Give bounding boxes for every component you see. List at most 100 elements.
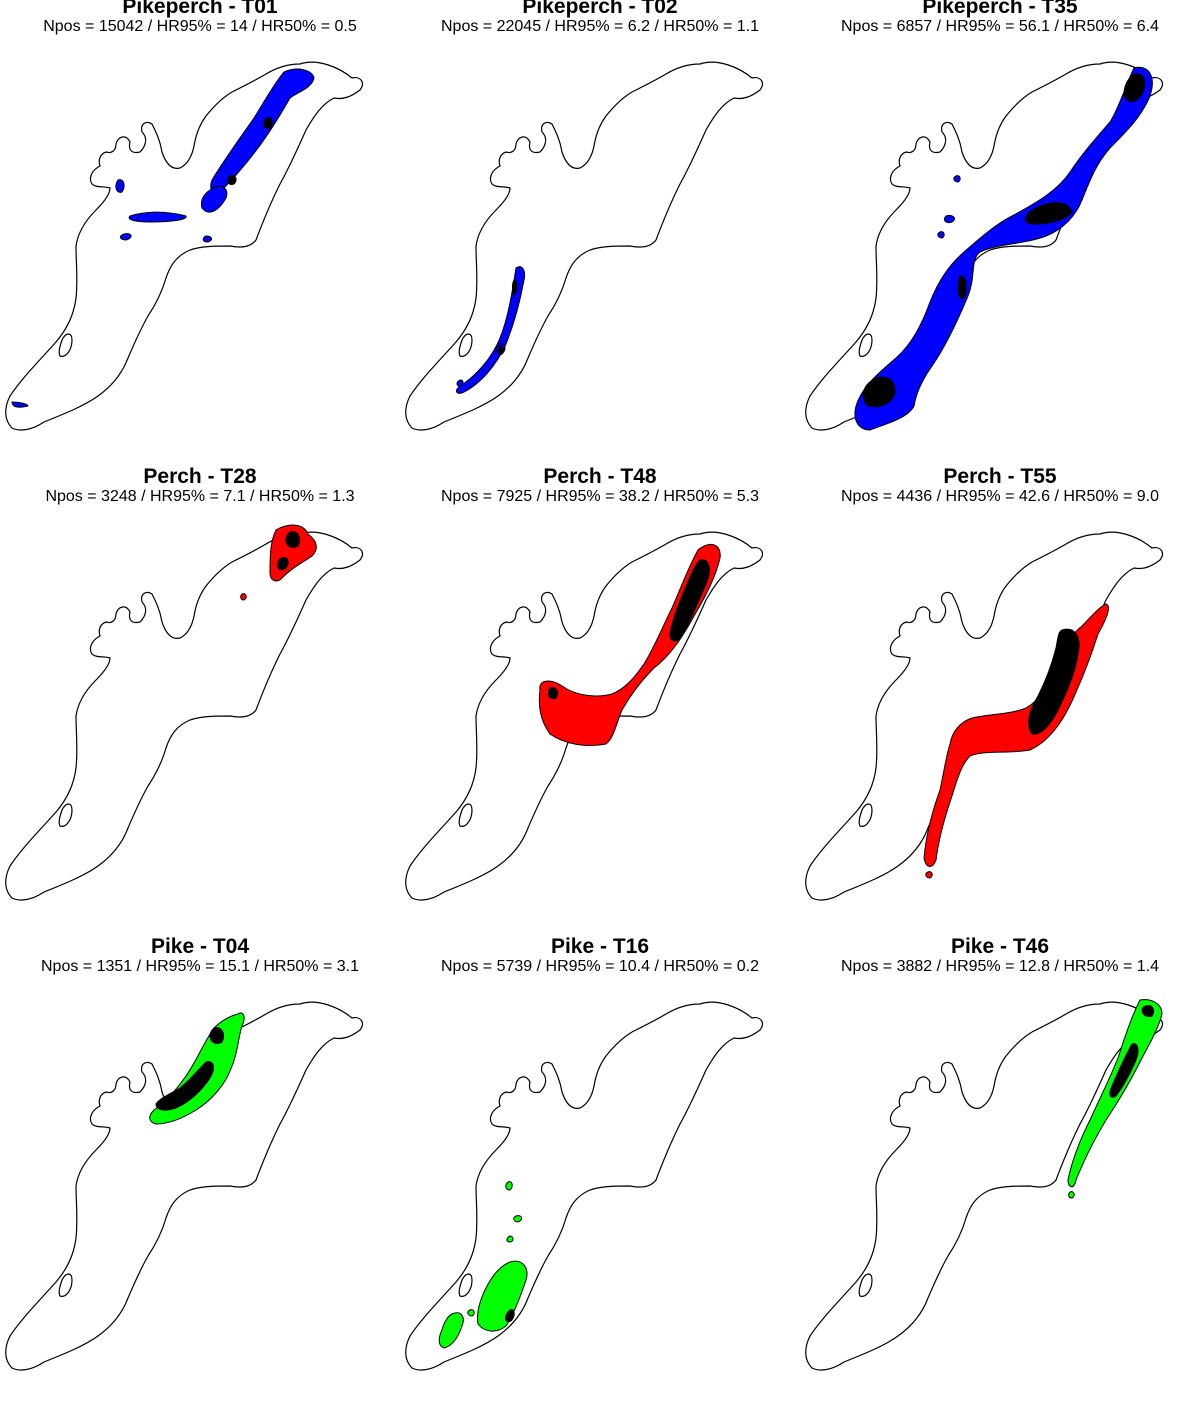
shoreline-outline: [5, 61, 364, 431]
home-range-50: [862, 73, 1146, 408]
home-range-50-polygon: [547, 687, 559, 699]
lake-shoreline: [405, 1001, 764, 1371]
small-patches: [240, 593, 247, 601]
home-range-50: [277, 531, 301, 571]
panel-stats: Npos = 22045 / HR95% = 6.2 / HR50% = 1.1: [400, 18, 800, 36]
panel-title: Pike - T16: [550, 935, 650, 958]
home-range-95-polygon: [1068, 1191, 1075, 1199]
shoreline-outline: [5, 1001, 364, 1371]
home-range-95-polygon: [119, 233, 132, 241]
lake-shoreline: [405, 531, 764, 901]
home-range-95-polygon: [438, 1312, 464, 1349]
hr95-value: 15.1: [218, 958, 251, 975]
home-range-50-polygon: [1123, 73, 1146, 102]
home-range-95-polygon: [11, 401, 29, 408]
panel-pikeperch-t01: Pikeperch - T01 Npos = 15042 / HR95% = 1…: [0, 0, 400, 470]
panel-pikeperch-t35: Pikeperch - T35 Npos = 6857 / HR95% = 56…: [800, 0, 1200, 470]
home-range-50-polygon: [155, 1061, 214, 1111]
hr50-prefix: / HR50% =: [245, 488, 333, 505]
lake-shoreline: [805, 61, 1164, 431]
npos-value: 15042: [98, 18, 144, 35]
home-range-50-polygon: [1109, 1043, 1139, 1098]
panel-stats: Npos = 7925 / HR95% = 38.2 / HR50% = 5.3: [400, 488, 800, 506]
hr95-value: 14: [230, 18, 248, 35]
hr95-prefix: / HR95% =: [541, 18, 628, 35]
hr50-prefix: / HR50% =: [650, 958, 737, 975]
home-range-95-polygon: [538, 543, 721, 747]
home-range-95-polygon: [240, 593, 247, 601]
npos-value: 4436: [896, 488, 933, 505]
hr95-value: 6.2: [627, 18, 651, 35]
panel-stats: Npos = 15042 / HR95% = 14 / HR50% = 0.5: [0, 18, 400, 36]
npos-prefix: Npos =: [43, 18, 99, 35]
home-range-95-polygon: [943, 215, 955, 223]
lake-map: [5, 524, 364, 901]
shoreline-outline: [805, 61, 1164, 431]
home-range-50-polygon: [263, 117, 273, 129]
hr50-value: 1.4: [1136, 958, 1159, 975]
home-range-50-polygon: [209, 1027, 225, 1045]
home-range-95-polygon: [456, 379, 464, 387]
home-range-95: [854, 66, 1153, 431]
hr50-value: 6.4: [1136, 18, 1159, 35]
home-range-50-polygon: [498, 345, 504, 355]
panel-pike-t46: Pike - T46 Npos = 3882 / HR95% = 12.8 / …: [800, 936, 1200, 1410]
panel-stats: Npos = 6857 / HR95% = 56.1 / HR50% = 6.4: [800, 18, 1200, 36]
home-range-50-polygon: [227, 175, 237, 185]
home-range-95-polygon: [953, 175, 961, 183]
npos-prefix: Npos =: [41, 958, 97, 975]
home-range-50-polygon: [505, 1309, 515, 1323]
small-patches: [11, 179, 213, 408]
hr95-value: 42.6: [1018, 488, 1051, 505]
shoreline-outline: [405, 1001, 764, 1371]
home-range-95-polygon: [477, 1260, 528, 1332]
hr95-value: 7.1: [223, 488, 246, 505]
panel-title: Pikeperch - T02: [522, 0, 678, 18]
hr50-value: 9.0: [1136, 488, 1159, 505]
panel-stats: Npos = 1351 / HR95% = 15.1 / HR50% = 3.1: [0, 958, 400, 976]
home-range-50: [1109, 1005, 1155, 1098]
npos-value: 7925: [496, 488, 533, 505]
home-range-95: [438, 1260, 528, 1349]
panel-title: Perch - T28: [143, 465, 257, 488]
small-patches: [467, 1181, 523, 1317]
home-range-95-polygon: [506, 1235, 514, 1243]
home-range-95-polygon: [505, 1181, 513, 1191]
hr50-prefix: / HR50% =: [247, 18, 335, 35]
lake-map: [405, 531, 764, 901]
island-outline: [858, 1273, 873, 1297]
lake-map: [405, 1001, 764, 1371]
hr95-prefix: / HR95% =: [932, 18, 1019, 35]
island-outline: [58, 333, 73, 357]
npos-prefix: Npos =: [441, 958, 497, 975]
hr95-value: 12.8: [1018, 958, 1051, 975]
hr50-value: 1.3: [332, 488, 355, 505]
panel-stats: Npos = 3248 / HR95% = 7.1 / HR50% = 1.3: [0, 488, 400, 506]
home-range-95-polygon: [128, 211, 187, 223]
panel-perch-t28: Perch - T28 Npos = 3248 / HR95% = 7.1 / …: [0, 466, 400, 940]
hr95-prefix: / HR95% =: [136, 488, 224, 505]
shoreline-outline: [405, 531, 764, 901]
home-range-50-polygon: [285, 531, 301, 549]
lake-map: [5, 1001, 364, 1371]
hr95-prefix: / HR95% =: [932, 958, 1019, 975]
hr95-value: 38.2: [618, 488, 651, 505]
lake-shoreline: [5, 531, 364, 901]
home-range-50-polygon: [277, 557, 289, 571]
hr50-prefix: / HR50% =: [650, 18, 737, 35]
lake-shoreline: [405, 61, 764, 431]
home-range-95: [923, 603, 1109, 867]
hr50-prefix: / HR50% =: [650, 488, 737, 505]
panel-pike-t04: Pike - T04 Npos = 1351 / HR95% = 15.1 / …: [0, 936, 400, 1410]
island-outline: [458, 1273, 473, 1297]
hr95-value: 56.1: [1018, 18, 1051, 35]
home-range-95-polygon: [210, 68, 315, 194]
npos-prefix: Npos =: [441, 18, 497, 35]
hr50-prefix: / HR50% =: [1050, 488, 1137, 505]
home-range-95: [538, 543, 721, 747]
island-outline: [858, 803, 873, 827]
home-range-50: [498, 279, 518, 355]
hr50-value: 1.1: [736, 18, 759, 35]
home-range-map-grid: Pikeperch - T01 Npos = 15042 / HR95% = 1…: [0, 0, 1200, 1371]
lake-map: [805, 61, 1164, 431]
